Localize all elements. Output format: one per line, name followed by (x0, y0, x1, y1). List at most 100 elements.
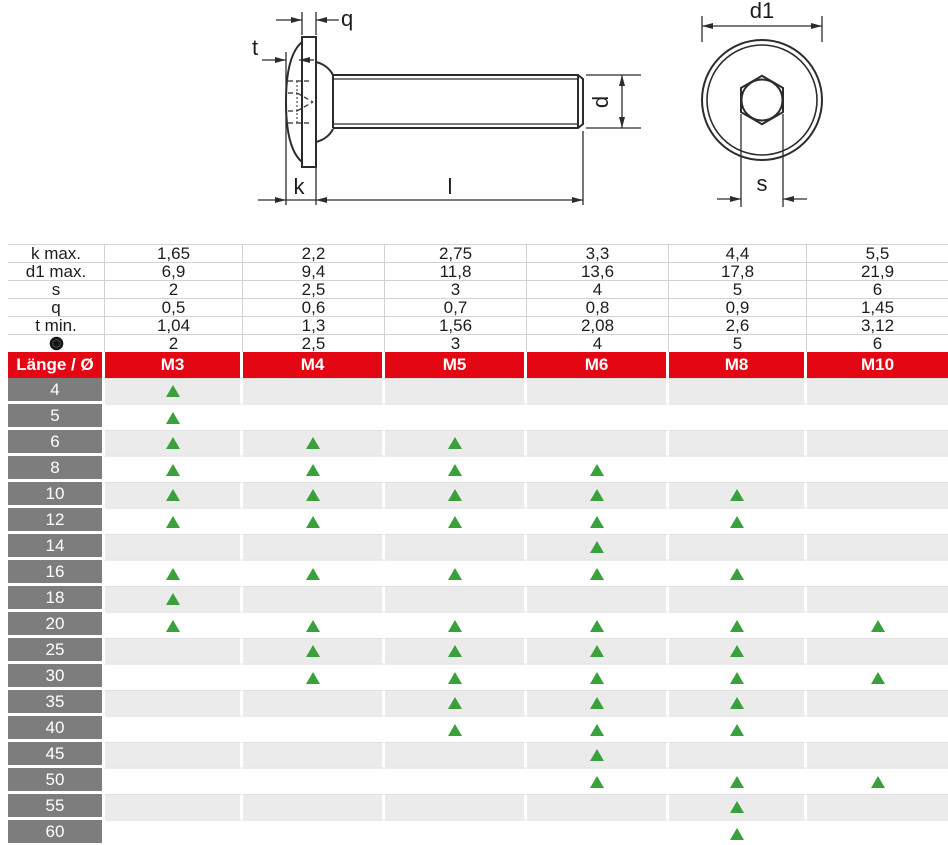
availability-cell (243, 638, 385, 664)
availability-cell (527, 378, 669, 404)
availability-cell (105, 586, 243, 612)
column-header-m3: M3 (105, 352, 243, 378)
spec-value: 4 (527, 280, 669, 298)
availability-cell (527, 820, 669, 845)
availability-cell (669, 456, 807, 482)
availability-cell (105, 664, 243, 690)
availability-triangle-icon (447, 489, 462, 501)
availability-cell (105, 716, 243, 742)
availability-triangle-icon (589, 697, 604, 709)
availability-cell (385, 586, 527, 612)
spec-value: 1,56 (385, 316, 527, 334)
availability-cell (385, 430, 527, 456)
availability-triangle-icon (729, 775, 744, 788)
column-header-m5: M5 (385, 352, 527, 378)
length-cell: 16 (8, 560, 105, 586)
availability-triangle-icon (165, 411, 180, 424)
availability-cell (243, 742, 385, 768)
spec-value: 5,5 (807, 244, 948, 262)
availability-cell (807, 638, 948, 664)
availability-cell (105, 820, 243, 845)
size-header-row: Länge / Ø M3 M4 M5 M6 M8 M10 (8, 352, 948, 378)
availability-triangle-icon (305, 567, 320, 580)
column-header-m4: M4 (243, 352, 385, 378)
table-row: 10 (8, 482, 948, 508)
availability-cell (385, 482, 527, 508)
length-cell: 55 (8, 794, 105, 820)
length-cell: 8 (8, 456, 105, 482)
dim-label-t: t (252, 35, 258, 60)
availability-triangle-icon (870, 619, 885, 632)
table-row: 55 (8, 794, 948, 820)
availability-triangle-icon (729, 567, 744, 580)
spec-value: 3 (385, 280, 527, 298)
dim-label-s: s (757, 171, 768, 196)
availability-cell (807, 404, 948, 430)
availability-cell (527, 482, 669, 508)
availability-triangle-icon (305, 671, 320, 684)
screw-front-view-drawing: d1 s (701, 0, 823, 207)
availability-triangle-icon (447, 463, 462, 476)
table-row: 30 (8, 664, 948, 690)
availability-triangle-icon (447, 671, 462, 684)
availability-triangle-icon (729, 645, 744, 657)
availability-triangle-icon (305, 619, 320, 632)
spec-value: 4 (527, 334, 669, 352)
availability-cell (807, 794, 948, 820)
availability-cell (385, 378, 527, 404)
table-row: 18 (8, 586, 948, 612)
availability-cell (807, 586, 948, 612)
spec-value: 17,8 (669, 262, 807, 280)
availability-triangle-icon (589, 775, 604, 788)
spec-value: 3 (385, 334, 527, 352)
availability-cell (385, 638, 527, 664)
length-cell: 35 (8, 690, 105, 716)
spec-value: 9,4 (243, 262, 385, 280)
availability-cell (527, 716, 669, 742)
spec-value: 0,6 (243, 298, 385, 316)
availability-cell (105, 742, 243, 768)
spec-value: 5 (669, 334, 807, 352)
availability-cell (243, 794, 385, 820)
spec-value: 5 (669, 280, 807, 298)
availability-triangle-icon (729, 697, 744, 709)
spec-value: 6 (807, 280, 948, 298)
dim-label-l: l (448, 174, 453, 199)
availability-cell (669, 508, 807, 534)
length-cell: 4 (8, 378, 105, 404)
availability-cell (807, 612, 948, 638)
availability-cell (105, 534, 243, 560)
availability-cell (527, 508, 669, 534)
availability-triangle-icon (165, 463, 180, 476)
availability-cell (669, 404, 807, 430)
availability-triangle-icon (447, 567, 462, 580)
availability-triangle-icon (165, 489, 180, 501)
availability-triangle-icon (729, 619, 744, 632)
availability-cell (527, 612, 669, 638)
availability-cell (807, 690, 948, 716)
availability-cell (243, 664, 385, 690)
table-row: 14 (8, 534, 948, 560)
table-row: 8 (8, 456, 948, 482)
spec-value: 0,7 (385, 298, 527, 316)
spec-row-label: t min. (8, 316, 105, 334)
availability-cell (385, 768, 527, 794)
spec-value: 2 (105, 334, 243, 352)
availability-cell (527, 742, 669, 768)
availability-cell (385, 508, 527, 534)
availability-cell (807, 378, 948, 404)
spec-row-label: q (8, 298, 105, 316)
availability-cell (669, 378, 807, 404)
table-row: 20 (8, 612, 948, 638)
length-cell: 5 (8, 404, 105, 430)
availability-cell (527, 794, 669, 820)
availability-cell (105, 638, 243, 664)
dim-label-d: d (588, 96, 613, 108)
spec-value: 2,5 (243, 334, 385, 352)
spec-value: 3,12 (807, 316, 948, 334)
dim-label-q: q (341, 6, 353, 31)
availability-cell (105, 456, 243, 482)
spec-value: 0,8 (527, 298, 669, 316)
availability-cell (243, 586, 385, 612)
availability-cell (385, 560, 527, 586)
